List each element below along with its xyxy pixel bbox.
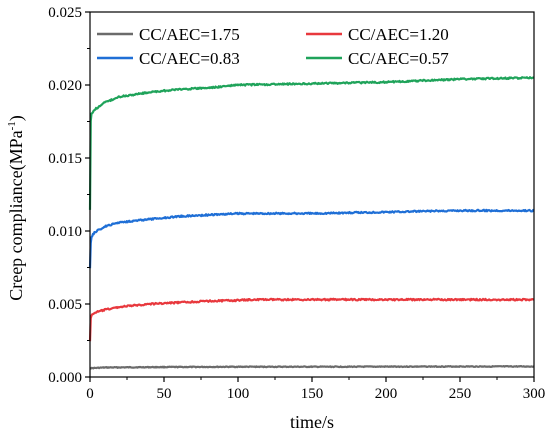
y-tick-label: 0.025 (48, 5, 82, 21)
series-line (88, 297, 535, 342)
x-tick-label: 300 (523, 386, 546, 402)
x-tick-label: 50 (157, 386, 172, 402)
x-tick-label: 100 (227, 386, 250, 402)
y-tick-label: 0.000 (48, 370, 82, 386)
legend: CC/AEC=1.75 CC/AEC=1.20 CC/AEC=0.83 CC/AEC=… (97, 25, 449, 68)
y-axis-title-close: ) (6, 115, 27, 121)
x-tick-label: 250 (449, 386, 472, 402)
series-line (88, 208, 535, 269)
y-tick-label: 0.010 (48, 224, 82, 240)
x-tick-label: 200 (375, 386, 398, 402)
y-axis-title-sup: -1 (6, 121, 18, 130)
legend-label: CC/AEC=1.75 (139, 25, 240, 44)
legend-label: CC/AEC=0.83 (139, 49, 240, 68)
y-tick-label: 0.005 (48, 297, 82, 313)
axes: 0 50 100 150 200 250 300 0.000 0.005 0.010 0.015 0.… (48, 5, 545, 402)
legend-label: CC/AEC=0.57 (348, 49, 449, 68)
x-tick-label: 150 (301, 386, 324, 402)
series-line (89, 365, 535, 370)
y-axis-title-main: Creep compliance(MPa (6, 130, 27, 300)
x-tick-label: 0 (86, 386, 94, 402)
x-axis-title: time/s (290, 412, 334, 432)
legend-label: CC/AEC=1.20 (348, 25, 449, 44)
y-axis-title: Creep compliance(MPa-1) (6, 115, 27, 301)
plot-area (88, 76, 535, 370)
y-tick-label: 0.015 (48, 151, 82, 167)
series-line (88, 76, 535, 210)
y-tick-label: 0.020 (48, 78, 82, 94)
